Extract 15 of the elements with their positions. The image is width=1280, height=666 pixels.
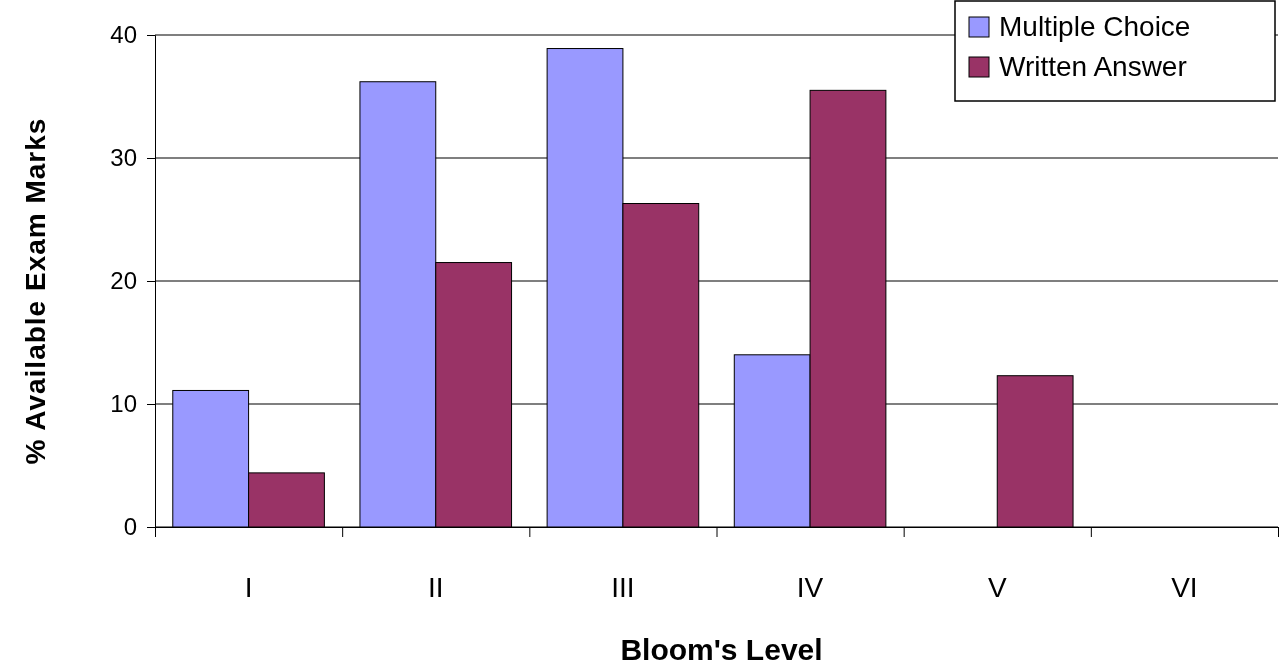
x-tick-label: II [427, 572, 444, 603]
y-tick-label: 20 [110, 267, 137, 295]
x-tick-label: V [987, 572, 1007, 603]
x-tick-label: IV [796, 572, 824, 603]
y-tick-label: 40 [110, 21, 137, 49]
y-axis-title: % Available Exam Marks [20, 117, 51, 465]
legend-label: Written Answer [999, 51, 1187, 82]
y-tick-label: 30 [110, 144, 137, 172]
x-tick-label: III [611, 572, 635, 603]
legend-label: Multiple Choice [999, 11, 1191, 42]
x-tick-label: VI [1171, 572, 1198, 603]
x-tick-label: I [244, 572, 253, 603]
y-tick-label: 10 [110, 390, 137, 418]
x-axis-title: Bloom's Level [620, 633, 823, 666]
y-tick-label: 0 [123, 513, 137, 541]
